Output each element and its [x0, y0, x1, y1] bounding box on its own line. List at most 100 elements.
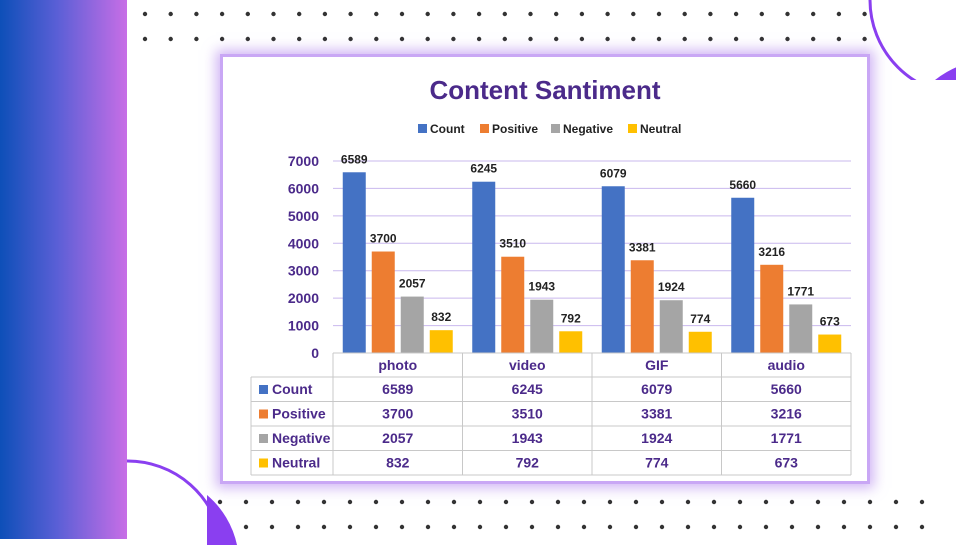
dot: [815, 524, 821, 530]
dot: [243, 524, 249, 530]
dot: [862, 11, 867, 17]
dot: [476, 36, 482, 42]
dot: [243, 499, 249, 505]
dot: [477, 499, 483, 505]
data-label-neutral-gif: 774: [690, 312, 710, 326]
dot: [295, 524, 301, 530]
bar-neutral-video: [559, 331, 583, 353]
dot: [893, 524, 899, 530]
dot: [785, 36, 790, 42]
dot: [737, 499, 743, 505]
decorative-arc-top-right: [868, 0, 956, 80]
dot: [373, 499, 379, 505]
dot: [322, 11, 328, 17]
dot: [789, 499, 795, 505]
legend-label-neutral: Neutral: [640, 122, 681, 136]
table-cell-negative-gif: 1924: [641, 430, 672, 446]
y-tick-label: 6000: [288, 180, 319, 196]
y-tick-label: 3000: [288, 263, 319, 279]
dot: [811, 11, 816, 17]
dot: [451, 36, 456, 42]
dot: [503, 524, 509, 530]
table-swatch-positive: [259, 409, 268, 419]
dot: [295, 499, 301, 505]
table-cell-count-photo: 6589: [382, 381, 413, 397]
data-label-positive-gif: 3381: [629, 240, 656, 254]
legend-swatch-negative: [551, 124, 560, 133]
dot: [271, 11, 276, 17]
dot: [477, 524, 483, 530]
data-label-negative-video: 1943: [528, 280, 555, 294]
dot: [685, 524, 691, 530]
table-cell-negative-photo: 2057: [382, 430, 413, 446]
dot: [373, 524, 379, 530]
bar-count-gif: [601, 186, 625, 353]
bar-neutral-audio: [818, 334, 842, 353]
legend-swatch-neutral: [628, 124, 637, 133]
table-cell-positive-video: 3510: [512, 406, 543, 422]
decorative-arc-bottom-left: [127, 459, 237, 545]
data-label-count-audio: 5660: [729, 178, 756, 192]
dot: [836, 11, 842, 17]
category-label-audio: audio: [768, 357, 805, 373]
dot: [659, 524, 665, 530]
bar-neutral-photo: [429, 330, 453, 353]
dot: [142, 11, 148, 17]
bar-positive-video: [501, 256, 525, 353]
legend-label-count: Count: [430, 122, 465, 136]
data-label-negative-audio: 1771: [787, 284, 814, 298]
y-axis: 0 1000 2000 3000 4000 5000 6000 7000: [288, 153, 319, 361]
dot: [529, 499, 535, 505]
dot: [502, 36, 507, 42]
dot: [733, 11, 739, 17]
dot: [836, 36, 842, 42]
dot: [919, 524, 925, 530]
dot: [194, 11, 199, 17]
y-tick-label: 7000: [288, 153, 319, 169]
dot: [528, 11, 533, 17]
table-cell-neutral-gif: 774: [645, 455, 669, 471]
dot: [862, 36, 867, 42]
dot: [555, 524, 561, 530]
table-row-label-negative: Negative: [272, 430, 331, 446]
dot: [347, 499, 353, 505]
dot: [529, 524, 535, 530]
data-labels: 6589 3700 2057 832 6245 3510 1943 792 6079 3381 19…: [341, 152, 840, 328]
table-cell-negative-video: 1943: [512, 430, 543, 446]
bar-count-video: [472, 181, 496, 353]
dot: [528, 36, 533, 42]
legend-label-positive: Positive: [492, 122, 538, 136]
chart-legend: Count Positive Negative Neutral: [418, 122, 681, 136]
chart-card: Content Santiment Count Positive Negative N…: [220, 54, 870, 484]
bar-negative-gif: [659, 300, 683, 353]
bar-negative-photo: [400, 296, 424, 353]
data-label-negative-gif: 1924: [658, 280, 685, 294]
dot: [322, 36, 328, 42]
dot: [631, 36, 636, 42]
dot: [399, 499, 405, 505]
dot: [919, 499, 925, 505]
dot: [631, 11, 636, 17]
dot: [579, 11, 585, 17]
data-label-positive-audio: 3216: [758, 245, 785, 259]
table-cell-negative-audio: 1771: [771, 430, 802, 446]
table-cell-positive-photo: 3700: [382, 406, 413, 422]
dot-pattern-top: [142, 11, 867, 42]
dot: [425, 36, 430, 42]
dot: [633, 499, 639, 505]
dot: [893, 499, 899, 505]
dot: [659, 499, 665, 505]
dot: [763, 524, 769, 530]
legend-label-negative: Negative: [563, 122, 613, 136]
data-table: photo video GIF audio Count 6589 6245 6079 5660 P…: [250, 352, 852, 476]
bar-positive-gif: [630, 260, 654, 353]
dot: [348, 36, 353, 42]
dot: [245, 11, 250, 17]
table-row-label-positive: Positive: [272, 406, 326, 422]
dot: [476, 11, 482, 17]
dot: [348, 11, 353, 17]
data-label-positive-video: 3510: [499, 237, 526, 251]
legend-swatch-positive: [480, 124, 489, 133]
table-cell-positive-audio: 3216: [771, 406, 802, 422]
dot: [503, 499, 509, 505]
